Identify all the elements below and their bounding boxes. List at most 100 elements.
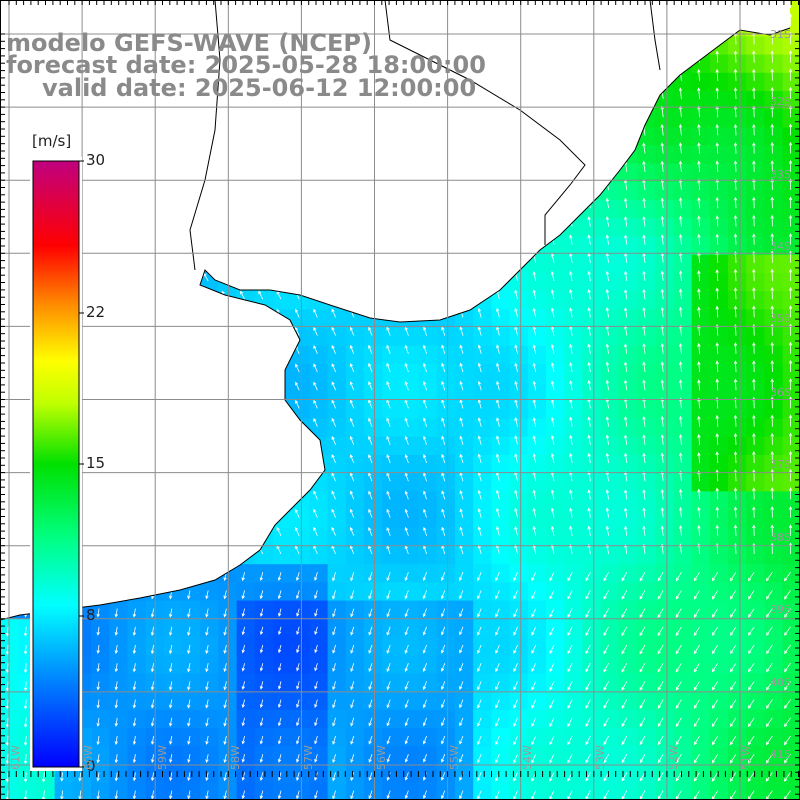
wind-speed-cell (564, 600, 583, 620)
wind-arrow (550, 489, 555, 500)
wind-arrow (404, 362, 409, 373)
wind-arrow (624, 234, 628, 245)
wind-speed-cell (345, 600, 365, 620)
wind-arrow (441, 717, 446, 727)
wind-speed-cell (764, 327, 784, 347)
wind-speed-cell (455, 564, 474, 583)
wind-speed-cell (491, 509, 511, 529)
wind-speed-cell (382, 728, 401, 747)
wind-arrow (23, 626, 28, 637)
wind-speed-cell (345, 364, 365, 383)
wind-speed-cell (364, 345, 383, 365)
wind-speed-cell (400, 418, 420, 438)
wind-speed-cell (291, 546, 310, 565)
wind-speed-cell (254, 655, 274, 674)
wind-arrow (241, 608, 246, 618)
wind-speed-cell (473, 691, 492, 711)
wind-arrow (386, 526, 391, 536)
wind-speed-cell (127, 673, 147, 693)
wind-arrow (567, 663, 573, 673)
wind-speed-cell (455, 618, 474, 638)
wind-arrow (587, 489, 591, 500)
wind-arrow (150, 663, 155, 673)
wind-speed-cell (782, 127, 800, 147)
wind-arrow (715, 50, 719, 63)
wind-speed-cell (546, 546, 565, 565)
colorbar (32, 160, 80, 768)
wind-speed-cell (382, 709, 401, 729)
wind-arrow (96, 608, 100, 618)
wind-speed-cell (418, 327, 438, 347)
wind-arrow (642, 525, 646, 536)
wind-speed-cell (728, 418, 747, 438)
colorbar-tick-label: 30 (86, 151, 106, 169)
wind-speed-cell (600, 455, 620, 474)
wind-speed-cell (746, 764, 765, 784)
wind-speed-cell (600, 382, 620, 401)
wind-speed-cell (691, 273, 711, 292)
wind-arrow (711, 571, 719, 582)
wind-speed-cell (728, 564, 747, 583)
wind-speed-cell (673, 273, 693, 292)
wind-arrow (729, 699, 737, 709)
wind-speed-cell (436, 546, 456, 565)
wind-arrow (150, 790, 155, 800)
wind-arrow (422, 699, 427, 709)
wind-arrow (569, 525, 573, 536)
wind-arrow (603, 790, 609, 800)
wind-arrow (331, 417, 336, 427)
wind-speed-cell (691, 382, 711, 401)
wind-arrow (496, 489, 500, 500)
wind-speed-cell (291, 582, 310, 602)
wind-speed-cell (746, 564, 765, 583)
wind-arrow (660, 142, 664, 154)
wind-arrow (441, 362, 446, 373)
wind-arrow (733, 414, 738, 427)
wind-speed-cell (236, 564, 256, 583)
wind-arrow (747, 662, 755, 673)
wind-arrow (697, 233, 701, 245)
wind-speed-cell (236, 764, 256, 784)
wind-arrow (532, 344, 537, 354)
wind-speed-cell (291, 728, 310, 747)
wind-speed-cell (364, 673, 383, 693)
wind-arrow (531, 735, 537, 746)
wind-arrow (639, 717, 646, 727)
wind-speed-cell (564, 400, 583, 420)
wind-speed-cell (582, 655, 602, 674)
wind-speed-cell (673, 182, 693, 201)
wind-speed-cell (691, 491, 711, 511)
wind-speed-cell (509, 673, 529, 693)
wind-speed-cell (782, 345, 800, 365)
wind-arrow (514, 380, 518, 391)
wind-speed-cell (455, 327, 474, 347)
wind-speed-cell (200, 655, 219, 674)
wind-speed-cell (582, 709, 602, 729)
wind-arrow (621, 644, 628, 655)
wind-speed-cell (546, 709, 565, 729)
wind-speed-cell (400, 782, 420, 800)
wind-speed-cell (564, 254, 583, 274)
wind-speed-cell (309, 637, 329, 656)
wind-arrow (5, 699, 10, 710)
wind-arrow (624, 197, 628, 209)
wind-speed-cell (746, 418, 765, 438)
wind-arrow (678, 306, 683, 318)
wind-speed-cell (364, 782, 383, 800)
wind-arrow (605, 197, 610, 209)
wind-speed-cell (546, 673, 565, 693)
wind-speed-cell (618, 546, 638, 565)
wind-arrow (531, 754, 537, 764)
wind-speed-cell (527, 709, 547, 729)
wind-speed-cell (400, 509, 420, 529)
wind-speed-cell (309, 618, 329, 638)
wind-speed-cell (764, 91, 784, 110)
wind-arrow (477, 608, 482, 618)
wind-speed-cell (673, 163, 693, 183)
wind-arrow (459, 326, 464, 336)
wind-speed-cell (473, 673, 492, 693)
wind-speed-cell (618, 236, 638, 256)
wind-speed-cell (782, 418, 800, 438)
wind-arrow (675, 699, 682, 709)
wind-arrow (96, 772, 100, 782)
